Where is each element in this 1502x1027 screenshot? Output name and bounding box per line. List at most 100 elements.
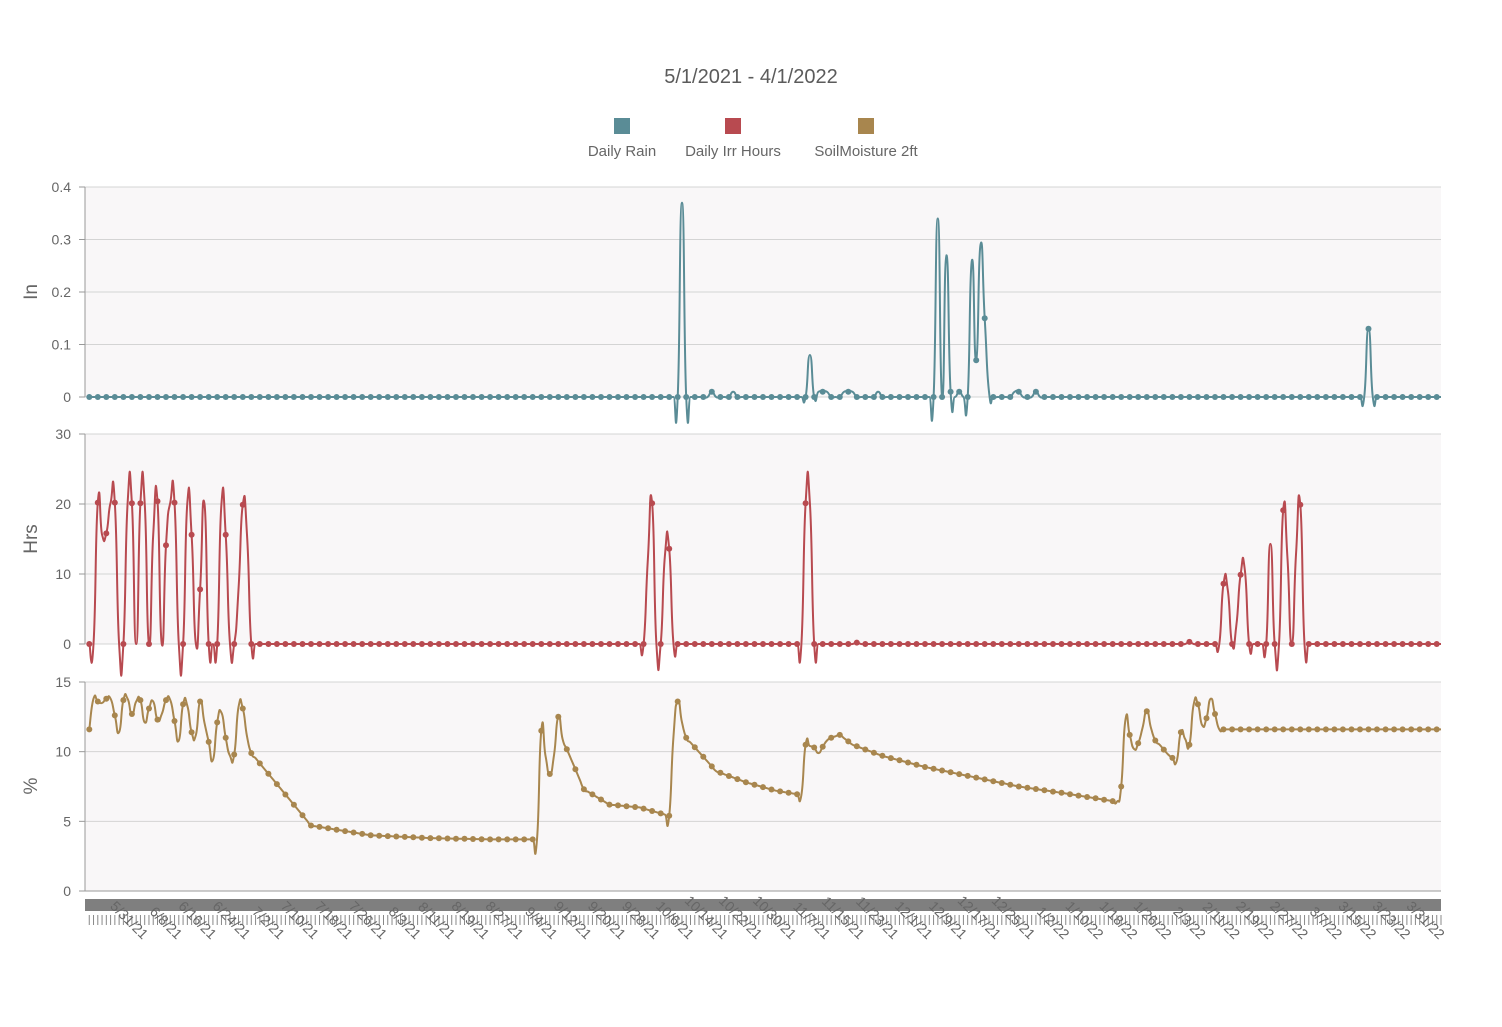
data-point — [742, 641, 749, 647]
data-point — [1058, 394, 1065, 400]
data-point — [751, 394, 758, 400]
data-point — [222, 734, 229, 741]
data-point — [308, 822, 314, 829]
y-tick-label: 0.4 — [52, 179, 72, 195]
data-point — [325, 825, 332, 832]
data-point — [580, 641, 587, 647]
data-point — [504, 836, 511, 843]
scrollbar[interactable] — [85, 899, 1441, 911]
data-point — [751, 781, 758, 788]
data-point — [1203, 641, 1210, 647]
legend-item-daily-rain[interactable]: Daily Rain — [572, 115, 672, 160]
data-point — [1194, 394, 1201, 400]
data-point — [760, 784, 766, 791]
data-point — [504, 394, 511, 400]
data-point — [1212, 711, 1218, 717]
data-point — [256, 760, 263, 767]
data-point — [1084, 794, 1091, 800]
data-point — [956, 771, 963, 778]
data-point — [947, 388, 954, 395]
data-point — [751, 641, 758, 647]
data-point — [1126, 641, 1133, 647]
data-point — [794, 641, 801, 647]
data-point — [1314, 726, 1321, 733]
data-point — [1075, 394, 1082, 400]
data-point — [1160, 746, 1167, 753]
data-point — [1220, 726, 1227, 733]
data-point — [1433, 641, 1440, 647]
data-point — [120, 641, 127, 647]
data-point — [299, 812, 306, 819]
data-point — [905, 641, 911, 647]
data-point — [939, 641, 946, 647]
data-point — [964, 772, 971, 779]
data-point — [1322, 394, 1329, 400]
data-point — [367, 394, 374, 400]
data-point — [913, 761, 920, 768]
data-point — [128, 394, 135, 400]
data-point — [922, 641, 928, 647]
data-point — [990, 394, 997, 400]
data-point — [606, 801, 613, 808]
data-point — [367, 641, 374, 647]
data-point — [700, 753, 707, 760]
data-point — [742, 394, 749, 400]
data-point — [350, 394, 357, 400]
data-point — [1374, 394, 1380, 400]
data-point — [777, 788, 784, 795]
data-point — [256, 394, 263, 400]
data-point — [1399, 641, 1406, 647]
data-point — [1246, 726, 1253, 733]
data-point — [308, 641, 314, 647]
data-point — [350, 641, 357, 647]
data-point — [1007, 641, 1014, 647]
data-point — [1399, 726, 1406, 733]
data-point — [529, 394, 536, 400]
data-point — [1408, 726, 1415, 733]
data-point — [905, 394, 911, 400]
legend-item-soilmoisture-2ft[interactable]: SoilMoisture 2ft — [801, 115, 931, 160]
data-point — [862, 394, 869, 400]
data-point — [1177, 641, 1184, 647]
panel-2: 0 5 10 15% — [21, 674, 1441, 899]
data-point — [785, 394, 792, 400]
data-point — [495, 394, 502, 400]
data-point — [811, 744, 818, 751]
data-point — [1339, 726, 1346, 733]
data-point — [887, 641, 894, 647]
data-point — [990, 641, 997, 647]
data-point — [470, 836, 476, 842]
data-point — [802, 500, 809, 507]
data-point — [521, 394, 528, 400]
data-point — [435, 835, 442, 842]
data-point — [231, 394, 238, 400]
data-point — [563, 394, 570, 400]
data-point — [94, 698, 101, 705]
data-point — [120, 697, 127, 704]
data-point — [393, 833, 400, 840]
data-point — [359, 641, 366, 647]
data-point — [1331, 641, 1338, 647]
data-point — [325, 641, 332, 647]
data-point — [1067, 394, 1073, 400]
data-point — [453, 394, 459, 400]
data-point — [325, 394, 332, 400]
data-point — [964, 641, 971, 647]
data-point — [393, 641, 400, 647]
data-point — [717, 641, 724, 647]
data-point — [572, 641, 579, 647]
data-point — [410, 394, 417, 400]
data-point — [939, 767, 946, 774]
legend-item-daily-irr-hours[interactable]: Daily Irr Hours — [673, 115, 793, 160]
data-point — [598, 394, 604, 400]
data-point — [760, 641, 766, 647]
data-point — [1024, 394, 1031, 400]
data-point — [632, 394, 639, 400]
data-point — [1237, 394, 1244, 400]
data-point — [964, 394, 971, 400]
data-point — [589, 641, 596, 647]
data-point — [299, 394, 306, 400]
data-point — [86, 394, 93, 400]
y-tick-label: 0 — [63, 389, 71, 405]
